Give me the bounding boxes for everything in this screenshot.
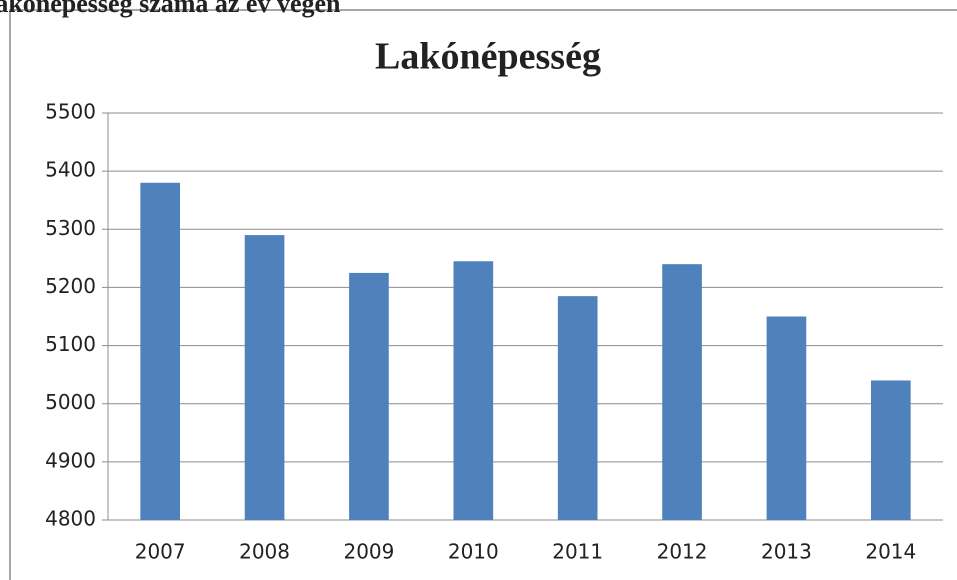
y-tick-label: 4800 xyxy=(45,507,96,531)
bar xyxy=(453,261,494,520)
bar xyxy=(662,264,702,520)
x-tick-label: 2014 xyxy=(865,540,916,564)
bar xyxy=(870,380,911,520)
x-tick-label: 2011 xyxy=(552,540,603,564)
x-tick-label: 2012 xyxy=(657,540,708,564)
page-heading: Lakónépesség száma az év végén xyxy=(0,0,341,18)
chart-title: Lakónépesség xyxy=(375,36,601,78)
y-tick-label: 4900 xyxy=(45,448,96,472)
x-tick-label: 2008 xyxy=(239,540,290,564)
bar xyxy=(140,182,181,520)
y-tick-label: 5500 xyxy=(45,100,96,124)
y-tick-label: 5300 xyxy=(45,216,96,240)
x-tick-label: 2007 xyxy=(135,540,186,564)
x-tick-label: 2010 xyxy=(448,540,499,564)
bar xyxy=(766,316,807,520)
y-tick-label: 5100 xyxy=(45,332,96,356)
y-tick-label: 5200 xyxy=(45,274,96,298)
bar xyxy=(244,235,285,520)
x-tick-label: 2009 xyxy=(343,540,394,564)
bar xyxy=(557,296,598,520)
y-tick-label: 5000 xyxy=(45,390,96,414)
x-tick-label: 2013 xyxy=(761,540,812,564)
y-tick-label: 5400 xyxy=(45,158,96,182)
bar xyxy=(349,272,389,520)
